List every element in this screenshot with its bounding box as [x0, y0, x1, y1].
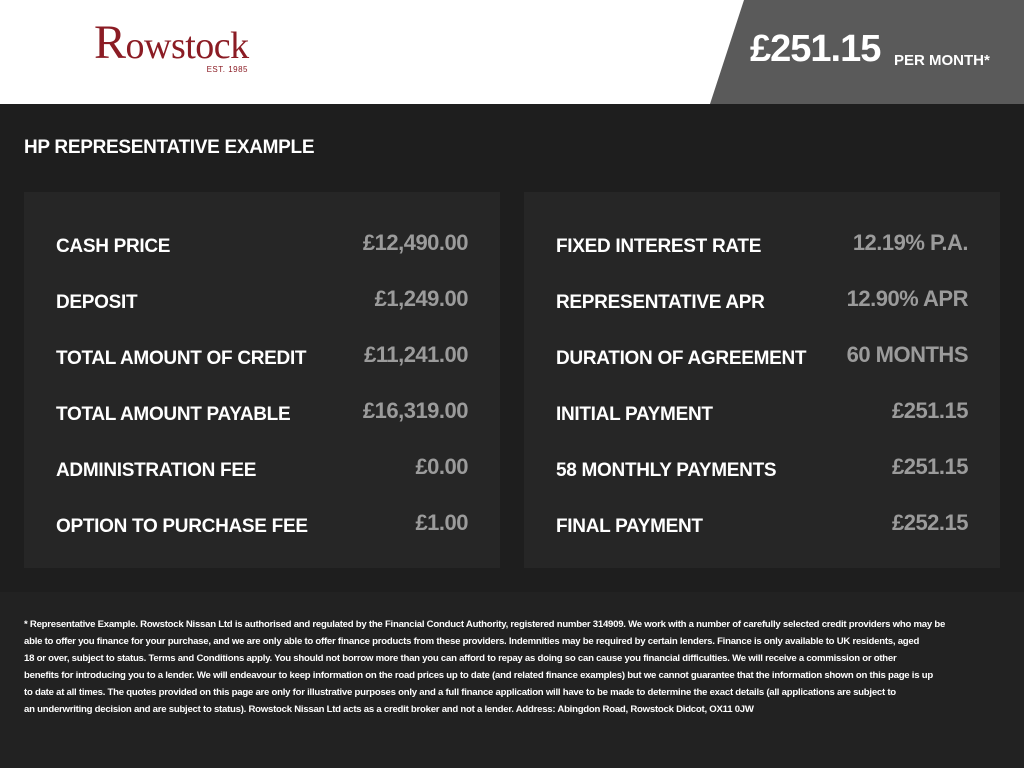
- finance-label: DEPOSIT: [56, 292, 138, 313]
- finance-row: CASH PRICE £12,490.00: [56, 230, 469, 260]
- finance-row: REPRESENTATIVE APR 12.90% APR: [556, 286, 969, 316]
- finance-label: TOTAL AMOUNT OF CREDIT: [56, 348, 307, 369]
- finance-row: 58 MONTHLY PAYMENTS £251.15: [556, 454, 969, 484]
- disclaimer-footer: * Representative Example. Rowstock Nissa…: [0, 592, 1024, 768]
- finance-value: 12.90% APR: [846, 286, 969, 311]
- finance-label: REPRESENTATIVE APR: [556, 292, 765, 313]
- finance-panel-left: CASH PRICE £12,490.00 DEPOSIT £1,249.00 TOTA…: [24, 192, 500, 568]
- finance-panel-right: FIXED INTEREST RATE 12.19% P.A. REPRESENTA…: [524, 192, 1000, 568]
- finance-row: OPTION TO PURCHASE FEE £1.00: [56, 510, 468, 540]
- finance-label: CASH PRICE: [56, 236, 171, 257]
- disclaimer-line: 18 or over, subject to status. Terms and…: [24, 653, 897, 664]
- finance-row: FINAL PAYMENT £252.15: [556, 510, 969, 540]
- finance-label: ADMINISTRATION FEE: [56, 460, 257, 481]
- disclaimer-line: * Representative Example. Rowstock Nissa…: [24, 619, 946, 630]
- header: Rowstock EST. 1985 £251.15 PER MONTH*: [0, 0, 1024, 104]
- finance-value: £251.15: [891, 454, 969, 479]
- finance-value: £252.15: [891, 510, 969, 535]
- logo-text: Rowstock: [94, 16, 249, 69]
- disclaimer-line: able to offer you finance for your purch…: [24, 636, 920, 647]
- finance-value: £11,241.00: [364, 342, 468, 367]
- finance-label: 58 MONTHLY PAYMENTS: [556, 460, 777, 481]
- disclaimer-line: benefits for introducing you to a lender…: [24, 670, 933, 681]
- finance-value: 12.19% P.A.: [852, 230, 969, 255]
- per-month-label: PER MONTH*: [894, 52, 990, 69]
- monthly-price-box: £251.15 PER MONTH*: [710, 0, 1024, 104]
- finance-row: DEPOSIT £1,249.00: [56, 286, 469, 316]
- finance-value: £16,319.00: [362, 398, 469, 423]
- finance-value: 60 MONTHS: [846, 342, 969, 367]
- rowstock-logo[interactable]: Rowstock EST. 1985: [94, 16, 254, 80]
- finance-value: £1.00: [415, 510, 468, 535]
- finance-label: FIXED INTEREST RATE: [556, 236, 762, 257]
- finance-value: £1,249.00: [374, 286, 469, 311]
- finance-value: £251.15: [891, 398, 969, 423]
- finance-label: DURATION OF AGREEMENT: [556, 348, 807, 369]
- section-title: HP REPRESENTATIVE EXAMPLE: [24, 137, 315, 158]
- finance-row: ADMINISTRATION FEE £0.00: [56, 454, 468, 484]
- finance-row: DURATION OF AGREEMENT 60 MONTHS: [556, 342, 969, 372]
- finance-label: TOTAL AMOUNT PAYABLE: [56, 404, 291, 425]
- finance-label: FINAL PAYMENT: [556, 516, 703, 537]
- finance-label: INITIAL PAYMENT: [556, 404, 713, 425]
- finance-label: OPTION TO PURCHASE FEE: [56, 516, 308, 537]
- finance-row: FIXED INTEREST RATE 12.19% P.A.: [556, 230, 969, 260]
- finance-value: £12,490.00: [362, 230, 469, 255]
- disclaimer-line: to date at all times. The quotes provide…: [24, 687, 896, 698]
- finance-value: £0.00: [415, 454, 468, 479]
- finance-row: TOTAL AMOUNT OF CREDIT £11,241.00: [56, 342, 468, 372]
- monthly-price: £251.15: [750, 28, 881, 70]
- finance-row: INITIAL PAYMENT £251.15: [556, 398, 969, 428]
- finance-row: TOTAL AMOUNT PAYABLE £16,319.00: [56, 398, 469, 428]
- logo-est: EST. 1985: [206, 65, 248, 74]
- disclaimer-line: an underwriting decision and are subject…: [24, 704, 754, 715]
